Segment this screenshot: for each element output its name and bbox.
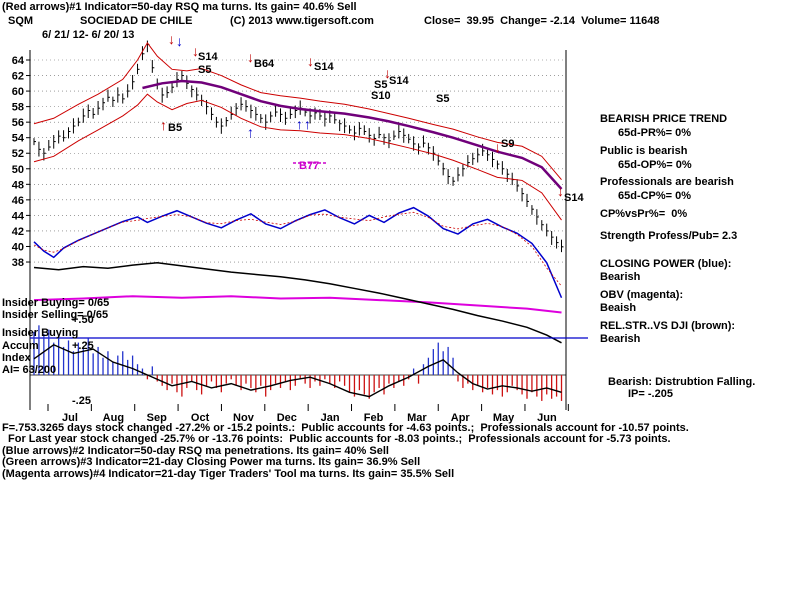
y-tick-label: 50 bbox=[12, 164, 24, 176]
obv-title: OBV (magenta): bbox=[600, 289, 684, 301]
footer-line-3: (Blue arrows)#2 Indicator=50-day RSQ ma … bbox=[2, 445, 389, 457]
y-tick-label: 46 bbox=[12, 195, 24, 207]
obv-line bbox=[33, 295, 562, 314]
ticker-symbol: SQM bbox=[8, 15, 34, 27]
insider-selling-line: Insider Selling= 0/65 bbox=[2, 309, 109, 321]
y-tick-label: 54 bbox=[12, 133, 25, 145]
sell-arrow-icon: ↓ bbox=[247, 49, 254, 65]
month-label: Apr bbox=[451, 412, 471, 424]
prof-line: Professionals are bearish bbox=[600, 176, 734, 188]
trend-title: BEARISH PRICE TREND bbox=[600, 113, 728, 125]
sell-arrow-icon: ↓ bbox=[557, 183, 564, 199]
month-label: Jul bbox=[62, 412, 78, 424]
rs-title: REL.STR..VS DJI (brown): bbox=[600, 320, 736, 332]
signal-label: S5 bbox=[198, 64, 211, 76]
footer-line-1: F=.753.3265 days stock changed -27.2% or… bbox=[2, 422, 689, 434]
sell-arrow-icon: ↓ bbox=[384, 65, 391, 81]
month-label: Jan bbox=[321, 412, 340, 424]
sell-arrow-icon: ↓ bbox=[307, 53, 314, 69]
footer-line-4: (Green arrows)#3 Indicator=21-day Closin… bbox=[2, 456, 421, 468]
accum-label-4: AI= 63/200 bbox=[2, 364, 57, 376]
signal-label: S10 bbox=[371, 90, 391, 102]
buy-arrow-icon: ↑ bbox=[296, 116, 303, 132]
signal-label: S14 bbox=[564, 192, 584, 204]
y-tick-label: 40 bbox=[12, 241, 24, 253]
y-tick-label: 44 bbox=[12, 210, 25, 222]
signal-label: B77 bbox=[299, 160, 319, 172]
ip-line: IP= -.205 bbox=[628, 388, 673, 400]
signal-label: B5 bbox=[168, 122, 182, 134]
insider-buying-line: Insider Buying= 0/65 bbox=[2, 297, 110, 309]
month-label: Oct bbox=[191, 412, 210, 424]
y-tick-label: 58 bbox=[12, 102, 24, 114]
obv-state: Beaish bbox=[600, 302, 637, 314]
upper-band-line bbox=[33, 41, 562, 180]
month-label: Jun bbox=[537, 412, 557, 424]
signal-label: S5 bbox=[374, 79, 387, 91]
company-name: SOCIEDAD DE CHILE bbox=[80, 15, 193, 27]
signal-label: S9 bbox=[501, 138, 514, 150]
month-label: Nov bbox=[233, 412, 255, 424]
sell-arrow-icon: ↓ bbox=[176, 33, 183, 49]
cp-line: 65d-CP%= 0% bbox=[618, 190, 692, 202]
footer-line-2: For Last year stock changed -25.7% or -1… bbox=[8, 433, 671, 445]
signal-label: B64 bbox=[254, 58, 275, 70]
y-tick-label: 48 bbox=[12, 179, 24, 191]
signal-label: S14 bbox=[314, 61, 334, 73]
public-line: Public is bearish bbox=[600, 145, 688, 157]
y-tick-label: 64 bbox=[12, 55, 25, 67]
rs-state: Bearish bbox=[600, 333, 641, 345]
month-label: Feb bbox=[364, 412, 384, 424]
month-label: May bbox=[493, 412, 515, 424]
closing-power-ma-line bbox=[33, 211, 562, 287]
month-label: Aug bbox=[103, 412, 124, 424]
y-tick-label: 42 bbox=[12, 226, 24, 238]
signal-label: S5 bbox=[436, 93, 449, 105]
sell-arrow-icon: ↓ bbox=[192, 43, 199, 59]
y-tick-label: 56 bbox=[12, 117, 24, 129]
buy-arrow-icon: ↑ bbox=[247, 124, 254, 140]
closing-power-line bbox=[33, 206, 563, 299]
op-line: 65d-OP%= 0% bbox=[618, 159, 692, 171]
sell-arrow-icon: ↓ bbox=[494, 139, 501, 155]
accum-scale-plus50: +.50 bbox=[72, 314, 94, 326]
y-tick-label: 62 bbox=[12, 71, 24, 83]
y-tick-label: 38 bbox=[12, 257, 24, 269]
y-tick-label: 60 bbox=[12, 86, 24, 98]
footer-line-5: (Magenta arrows)#4 Indicator=21-day Tige… bbox=[2, 468, 455, 480]
strength-line: Strength Profess/Pub= 2.3 bbox=[600, 230, 738, 242]
accum-scale-minus25: -.25 bbox=[72, 395, 91, 407]
month-label: Sep bbox=[147, 412, 167, 424]
buy-arrow-icon: ↑ bbox=[160, 117, 167, 133]
accum-label-1: Insider Buying bbox=[2, 327, 79, 339]
month-label: Dec bbox=[277, 412, 297, 424]
sell-arrow-icon: ↓ bbox=[168, 31, 175, 47]
month-label: Mar bbox=[407, 412, 427, 424]
cp-title: CLOSING POWER (blue): bbox=[600, 258, 732, 270]
accum-label-3: Index bbox=[2, 352, 31, 364]
distribution-line: Bearish: Distrubtion Falling. bbox=[608, 376, 756, 388]
signal-label: S14 bbox=[198, 51, 218, 63]
rel-str-line bbox=[33, 262, 562, 344]
pr-line: 65d-PR%= 0% bbox=[618, 127, 692, 139]
y-tick-label: 52 bbox=[12, 148, 24, 160]
ma50-line bbox=[142, 79, 563, 190]
quote-line: Close= 39.95 Change= -2.14 Volume= 11648 bbox=[424, 15, 660, 27]
accum-ma-line bbox=[33, 343, 562, 398]
date-range: 6/ 21/ 12- 6/ 20/ 13 bbox=[42, 29, 135, 41]
indicator1-line: (Red arrows)#1 Indicator=50-day RSQ ma t… bbox=[2, 1, 357, 13]
accum-label-2: Accum bbox=[2, 340, 39, 352]
accum-scale-plus25: +.25 bbox=[72, 340, 94, 352]
copyright: (C) 2013 www.tigersoft.com bbox=[230, 15, 374, 27]
buy-arrow-icon: ↑ bbox=[304, 116, 311, 132]
signal-label: S14 bbox=[389, 75, 409, 87]
lower-band-line bbox=[33, 93, 562, 221]
cp-state: Bearish bbox=[600, 271, 641, 283]
cpvspr-line: CP%vsPr%= 0% bbox=[600, 208, 688, 220]
